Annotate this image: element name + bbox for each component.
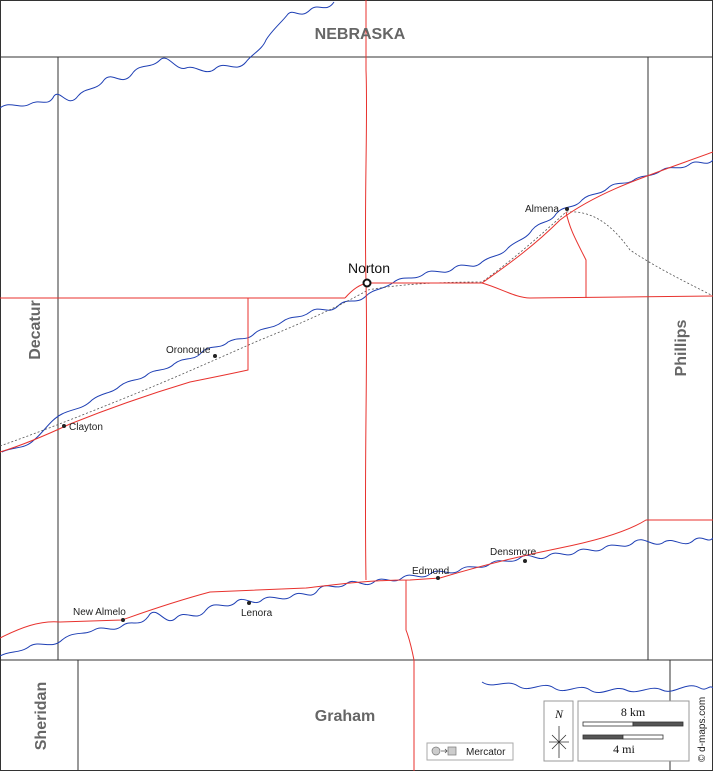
projection-label: Mercator: [466, 747, 506, 758]
scale-km-label: 8 km: [621, 705, 646, 719]
town-marker: [565, 207, 569, 211]
town-label: New Almelo: [73, 607, 126, 618]
seat-norton: Norton: [348, 260, 390, 288]
seat-marker: [362, 278, 372, 288]
compass: N: [543, 700, 574, 762]
town-marker: [247, 601, 251, 605]
river-nebraska: [0, 1, 335, 109]
seat-label: Norton: [348, 260, 390, 276]
town-lenora: Lenora: [241, 601, 273, 619]
scale-km-bar-left: [582, 721, 634, 727]
scale-box: [577, 700, 690, 762]
town-label: Edmond: [412, 566, 449, 577]
label-sheridan: Sheridan: [33, 682, 50, 750]
flat-map-icon: [447, 746, 457, 756]
railroads: [0, 211, 713, 447]
compass-box: [543, 700, 574, 762]
label-graham: Graham: [315, 708, 375, 725]
north-label: N: [554, 707, 564, 721]
label-decatur: Decatur: [27, 300, 44, 360]
town-clayton: Clayton: [62, 422, 103, 433]
town-marker: [436, 576, 440, 580]
label-nebraska: NEBRASKA: [315, 26, 406, 43]
scale-bar: 8 km 4 mi: [577, 700, 690, 762]
town-label: Clayton: [69, 422, 103, 433]
town-marker: [523, 559, 527, 563]
river-graham: [481, 681, 713, 694]
town-new-almelo: New Almelo: [73, 607, 126, 622]
scale-mi-bar-left: [582, 734, 624, 740]
town-almena: Almena: [525, 204, 569, 215]
town-label: Oronoque: [166, 345, 211, 356]
compass-rose-icon: [549, 726, 569, 758]
river-solomon: [0, 537, 713, 657]
town-densmore: Densmore: [490, 547, 537, 563]
town-marker: [213, 354, 217, 358]
projection-legend: Mercator: [426, 742, 514, 761]
globe-icon: [431, 746, 441, 756]
town-oronoque: Oronoque: [166, 345, 217, 358]
scale-km-bar-right: [632, 721, 684, 727]
scale-mi-label: 4 mi: [613, 742, 635, 756]
scale-mi-bar-right: [622, 734, 664, 740]
town-marker: [121, 618, 125, 622]
town-marker: [62, 424, 66, 428]
credit-text: © d-maps.com: [697, 697, 708, 762]
town-edmond: Edmond: [412, 566, 449, 580]
town-label: Lenora: [241, 608, 273, 619]
town-label: Densmore: [490, 547, 537, 558]
arrow-icon: [441, 748, 448, 754]
label-phillips: Phillips: [673, 319, 690, 376]
town-label: Almena: [525, 204, 559, 215]
